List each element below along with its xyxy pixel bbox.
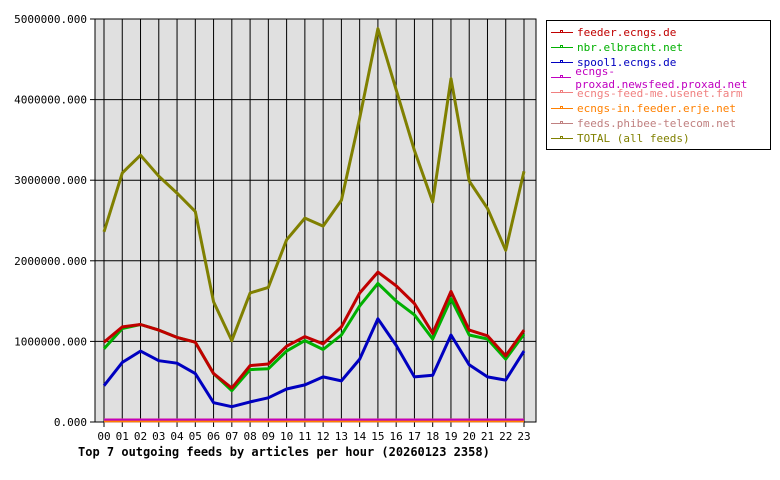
x-tick-label: 13 — [335, 430, 348, 443]
legend-label: feeder.ecngs.de — [577, 26, 677, 40]
legend-label: spool1.ecngs.de — [577, 56, 677, 70]
legend-item: ecngs-in.feeder.erje.net — [551, 101, 770, 116]
series-line — [102, 27, 526, 343]
chart-title: Top 7 outgoing feeds by articles per hou… — [78, 445, 490, 459]
series-line — [102, 317, 526, 409]
legend-swatch-icon — [551, 120, 573, 128]
y-tick-label: 2000000.000 — [14, 255, 87, 268]
legend-label: nbr.elbracht.net — [577, 41, 683, 55]
legend-label: feeds.phibee-telecom.net — [577, 117, 736, 131]
series-lines — [102, 27, 526, 423]
legend-swatch-icon — [551, 89, 573, 97]
legend-label: TOTAL (all feeds) — [577, 132, 690, 146]
x-axis-ticks: 00 01 02 03 04 05 06 07 08 09 10 11 12 13 14 15 16 17 18 19… — [97, 422, 531, 443]
series-line — [103, 270, 526, 390]
legend-label: ecngs-feed-me.usenet.farm — [577, 86, 743, 100]
x-tick-label: 14 — [353, 430, 367, 443]
legend-item: TOTAL (all feeds) — [551, 131, 770, 146]
x-tick-label: 03 — [152, 430, 165, 443]
y-tick-label: 3000000.000 — [14, 174, 87, 187]
legend-swatch-icon — [551, 105, 573, 113]
x-tick-label: 06 — [207, 430, 220, 443]
legend-swatch-icon — [551, 29, 573, 37]
x-tick-label: 09 — [262, 430, 275, 443]
x-tick-label: 00 — [97, 430, 110, 443]
x-tick-label: 01 — [116, 430, 129, 443]
legend-swatch-icon — [551, 59, 573, 67]
x-tick-label: 16 — [390, 430, 403, 443]
x-tick-label: 04 — [170, 430, 184, 443]
legend-item: feeder.ecngs.de — [551, 25, 770, 40]
x-tick-label: 21 — [481, 430, 494, 443]
x-tick-label: 05 — [189, 430, 202, 443]
x-tick-label: 23 — [517, 430, 530, 443]
y-tick-label: 4000000.000 — [14, 94, 87, 107]
x-tick-label: 19 — [444, 430, 457, 443]
x-tick-label: 08 — [243, 430, 256, 443]
y-tick-label: 1000000.000 — [14, 335, 87, 348]
legend-item: feeds.phibee-telecom.net — [551, 116, 770, 131]
x-tick-label: 15 — [371, 430, 384, 443]
x-tick-label: 11 — [298, 430, 311, 443]
x-tick-label: 12 — [317, 430, 330, 443]
x-tick-label: 10 — [280, 430, 293, 443]
x-tick-label: 02 — [134, 430, 147, 443]
x-tick-label: 22 — [499, 430, 512, 443]
legend-label: ecngs-proxad.newsfeed.proxad.net — [575, 65, 748, 92]
legend-item: ecngs-feed-me.usenet.farm — [551, 86, 770, 101]
legend: feeder.ecngs.de nbr.elbracht.net spool1.ec… — [546, 20, 771, 150]
legend-swatch-icon — [551, 74, 572, 82]
legend-swatch-icon — [551, 135, 573, 143]
x-tick-label: 20 — [463, 430, 476, 443]
legend-item: nbr.elbracht.net — [551, 40, 770, 55]
y-axis-ticks: 0.000 1000000.000 2000000.000 3000000.000 40… — [14, 13, 95, 429]
y-tick-label: 5000000.000 — [14, 13, 87, 26]
x-tick-label: 17 — [408, 430, 421, 443]
legend-swatch-icon — [551, 44, 573, 52]
legend-item: spool1.ecngs.de — [551, 55, 770, 70]
legend-item: ecngs-proxad.newsfeed.proxad.net — [551, 65, 770, 91]
y-tick-label: 0.000 — [54, 416, 87, 429]
x-tick-label: 18 — [426, 430, 439, 443]
x-tick-label: 07 — [225, 430, 238, 443]
legend-label: ecngs-in.feeder.erje.net — [577, 102, 736, 116]
